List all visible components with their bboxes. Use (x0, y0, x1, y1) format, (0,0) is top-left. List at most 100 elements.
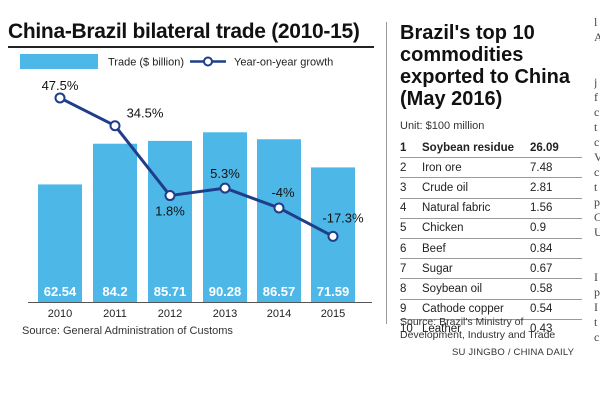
legend-bar-swatch (20, 54, 98, 69)
value-cell: 1.56 (530, 198, 582, 219)
growth-point (327, 230, 339, 242)
commodities-table: 1 Soybean residue 26.09 2 Iron ore 7.48 … (400, 138, 582, 339)
bar (257, 139, 301, 302)
edge-text-line: p (594, 195, 600, 209)
commodity-cell: Leather (422, 323, 462, 336)
table-source: Source: Brazil's Ministry of Development… (400, 316, 556, 341)
bar (203, 132, 247, 302)
edge-text-line: c (594, 165, 600, 179)
value-cell: 2.81 (530, 177, 582, 199)
table-row: 6 Beef 0.84 (400, 238, 582, 260)
edge-text-line (594, 45, 600, 60)
commodity-cell: Iron ore (422, 157, 530, 179)
legend-bar-label: Trade ($ billion) (108, 57, 184, 69)
bar-value-label: 71.59 (317, 284, 350, 299)
value-cell: 0.54 (530, 299, 582, 320)
bar-value-label: 90.28 (209, 284, 242, 299)
bar-value-label: 85.71 (154, 284, 187, 299)
edge-text-line: t (594, 315, 598, 329)
growth-value-label: -4% (271, 185, 295, 200)
x-tick-label: 2015 (321, 308, 345, 320)
edge-text-line: j (594, 75, 598, 89)
bar-value-label: 62.54 (44, 284, 77, 299)
commodity-cell: Chicken (422, 218, 530, 239)
edge-text-line (594, 60, 600, 75)
x-tick-label: 2010 (48, 308, 72, 320)
panel-divider (386, 22, 387, 324)
value-cell: 0.67 (530, 258, 582, 280)
rank-cell: 2 (400, 157, 422, 179)
growth-line (59, 96, 334, 238)
table-row: 2 Iron ore 7.48 (400, 157, 582, 179)
edge-text-line: c (594, 135, 600, 149)
edge-text-line: c (594, 105, 600, 119)
graphic-credit: SU JINGBO / CHINA DAILY (452, 347, 575, 358)
growth-point (109, 120, 121, 132)
table-unit: Unit: $100 million (400, 120, 485, 132)
table-row: 9 Cathode copper 0.54 (400, 299, 582, 320)
growth-value-label: 5.3% (210, 166, 240, 181)
edge-text-line: p (594, 285, 600, 299)
table-row: 4 Natural fabric 1.56 (400, 198, 582, 219)
rank-cell: 9 (400, 299, 422, 320)
rank-cell: 1 (400, 138, 422, 159)
commodity-cell: Soybean oil (422, 278, 530, 300)
x-tick-label: 2014 (267, 308, 291, 320)
rank-cell: 8 (400, 278, 422, 300)
growth-value-label: 1.8% (155, 204, 185, 219)
rank-cell: 4 (400, 198, 422, 219)
table-title: Brazil's top 10 commodities exported to … (400, 22, 571, 110)
growth-point (273, 202, 285, 214)
rank-cell: 10 (400, 323, 413, 336)
edge-text-line: V (594, 150, 600, 164)
x-tick-label: 2013 (213, 308, 237, 320)
table-row: 3 Crude oil 2.81 (400, 177, 582, 199)
x-tick-label: 2012 (158, 308, 182, 320)
value-cell: 0.84 (530, 238, 582, 260)
edge-text-line (594, 240, 600, 255)
bar (148, 140, 192, 302)
table-row: 10 Leather 0.43 (400, 319, 582, 339)
growth-point (164, 190, 176, 202)
edge-text-line: C (594, 210, 600, 224)
commodity-cell: Soybean residue (422, 138, 530, 159)
rank-cell: 6 (400, 238, 422, 260)
table-row: 8 Soybean oil 0.58 (400, 278, 582, 300)
growth-point (54, 92, 66, 104)
commodity-cell: Sugar (422, 258, 530, 280)
chart-source: Source: General Administration of Custom… (22, 325, 233, 337)
value-cell: 7.48 (530, 157, 582, 179)
bar-value-label: 86.57 (263, 284, 296, 299)
table-row: 7 Sugar 0.67 (400, 258, 582, 280)
table-row: 5 Chicken 0.9 (400, 218, 582, 239)
edge-text-line: A (594, 30, 600, 44)
bar (38, 184, 82, 302)
value-cell: 0.9 (530, 218, 582, 239)
rank-cell: 7 (400, 258, 422, 280)
rank-cell: 5 (400, 218, 422, 239)
edge-text-line: I (594, 270, 598, 284)
edge-text-line: t (594, 180, 598, 194)
edge-text-line: U (594, 225, 600, 239)
value-cell: 26.09 (530, 138, 582, 159)
edge-text-line: c (594, 330, 600, 344)
commodity-cell: Natural fabric (422, 198, 530, 219)
edge-text-line (594, 255, 600, 270)
growth-value-label: -17.3% (322, 210, 364, 225)
commodity-cell: Cathode copper (422, 299, 530, 320)
edge-text-line: f (594, 90, 598, 104)
growth-value-label: 47.5% (42, 78, 79, 93)
growth-point (219, 182, 231, 194)
rank-cell: 3 (400, 177, 422, 199)
commodity-cell: Crude oil (422, 177, 530, 199)
x-tick-label: 2011 (103, 308, 127, 320)
chart-title: China-Brazil bilateral trade (2010-15) (8, 20, 360, 43)
trade-chart: Trade ($ billion) Year-on-year growth 62.5… (20, 54, 372, 320)
edge-text-line: t (594, 120, 598, 134)
legend-line-label: Year-on-year growth (234, 57, 333, 69)
bar-value-label: 84.2 (102, 284, 127, 299)
edge-text-line: l (594, 15, 598, 29)
legend-line-marker (203, 56, 213, 67)
value-cell: 0.43 (530, 323, 553, 336)
growth-value-label: 34.5% (127, 106, 164, 121)
